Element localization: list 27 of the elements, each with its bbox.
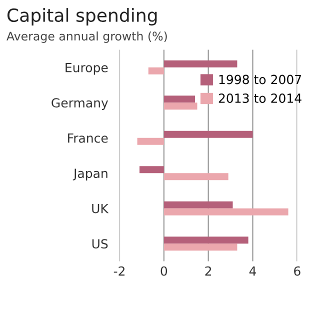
y-tick-label: France: [68, 134, 108, 143]
bar: [164, 201, 233, 208]
y-tick-label: Germany: [52, 98, 108, 110]
x-tick-label: 2: [205, 266, 212, 276]
y-tick-label: Europe: [66, 63, 108, 75]
x-tick-label: 4: [249, 266, 256, 276]
bar: [139, 166, 164, 174]
bar: [148, 67, 164, 74]
chart-title: Capital spending: [7, 8, 157, 26]
y-tick-label: UK: [92, 204, 109, 214]
bar: [164, 236, 248, 244]
x-tick-label: 0: [160, 266, 168, 276]
legend-label: 1998 to 2007: [219, 74, 302, 84]
bar: [164, 60, 238, 68]
bar: [164, 173, 228, 180]
bar: [137, 138, 164, 145]
y-tick-label: US: [92, 239, 108, 249]
bar: [164, 208, 288, 216]
x-tick-label: 6: [294, 266, 300, 276]
bar: [164, 244, 238, 251]
bar: [164, 96, 196, 103]
bar: [164, 130, 253, 138]
chart-subtitle: Average annual growth (%): [6, 31, 167, 43]
x-tick-label: -2: [114, 266, 124, 276]
y-tick-label: Japan: [72, 168, 108, 180]
legend-label: 2013 to 2014: [218, 94, 302, 103]
bar: [164, 102, 198, 110]
